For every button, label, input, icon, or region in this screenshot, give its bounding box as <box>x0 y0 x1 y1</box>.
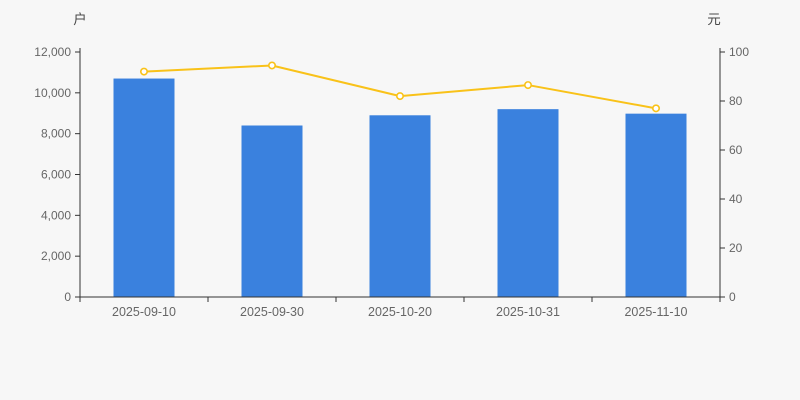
y-right-tick-label: 80 <box>729 94 743 108</box>
y-left-tick-label: 0 <box>64 290 71 304</box>
y-left-tick-label: 6,000 <box>41 168 71 182</box>
line-marker-2025-09-30[interactable] <box>267 61 276 70</box>
y-right-tick-label: 0 <box>729 290 736 304</box>
left-axis-unit-label: 户 <box>73 12 87 27</box>
y-left-tick-label: 2,000 <box>41 249 71 263</box>
bar-2025-10-31[interactable] <box>497 109 559 298</box>
y-left-tick-label: 8,000 <box>41 127 71 141</box>
line-marker-2025-10-20[interactable] <box>395 92 404 101</box>
y-right-tick-label: 100 <box>729 45 749 59</box>
line-series[interactable] <box>143 64 657 110</box>
y-left-tick-label: 12,000 <box>34 45 71 59</box>
x-axis-category-label: 2025-09-10 <box>112 305 176 319</box>
bar-2025-09-10[interactable] <box>113 78 175 298</box>
y-left-tick-label: 10,000 <box>34 86 71 100</box>
x-axis-category-label: 2025-10-20 <box>368 305 432 319</box>
x-axis-category-label: 2025-09-30 <box>240 305 304 319</box>
line-marker-2025-11-10[interactable] <box>651 104 660 113</box>
y-right-tick-label: 40 <box>729 192 743 206</box>
line-marker-2025-10-31[interactable] <box>523 81 532 90</box>
x-axis-category-label: 2025-11-10 <box>624 305 687 319</box>
x-axis-category-label: 2025-10-31 <box>496 305 560 319</box>
right-axis-unit-label: 元 <box>707 12 721 27</box>
bar-2025-09-30[interactable] <box>241 125 303 298</box>
y-left-tick-label: 4,000 <box>41 208 71 222</box>
y-right-tick-label: 60 <box>729 143 743 157</box>
bar-2025-11-10[interactable] <box>625 113 687 298</box>
y-right-tick-label: 20 <box>729 241 743 255</box>
line-marker-2025-09-10[interactable] <box>140 67 149 76</box>
bar-2025-10-20[interactable] <box>369 115 431 298</box>
